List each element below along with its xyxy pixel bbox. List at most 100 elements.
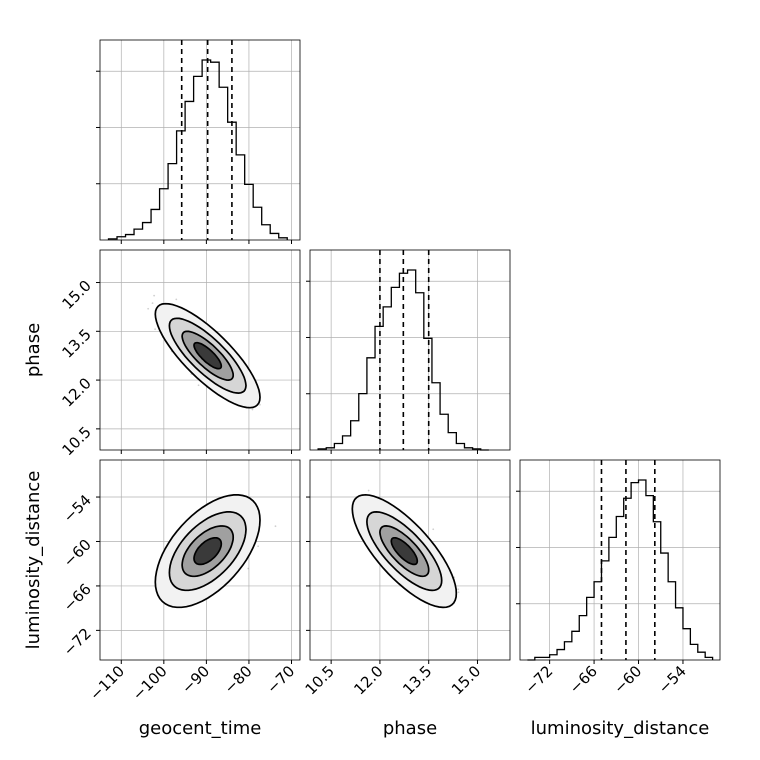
hist-bar xyxy=(270,233,279,240)
hist-bar xyxy=(134,229,143,240)
density-panel-luminosity-distance-vs-phase: 10.5 12.0 13.5 15.0 xyxy=(302,459,511,698)
sample-point xyxy=(153,294,156,297)
density-layer xyxy=(147,294,261,411)
hist-bar xyxy=(631,483,638,660)
panel-frame xyxy=(309,249,511,451)
hist-bar xyxy=(432,383,440,450)
x-tick-label: −110 xyxy=(86,662,128,704)
hist-bar xyxy=(151,209,160,240)
contour-line xyxy=(154,302,261,409)
hist-bar xyxy=(683,629,690,660)
hist-bar xyxy=(168,164,177,240)
y-tick-label: 10.5 xyxy=(58,423,94,459)
hist-bar xyxy=(676,608,683,660)
y-tick-label: −60 xyxy=(60,536,95,571)
contour-line xyxy=(181,525,235,578)
x-tick-label: −54 xyxy=(655,662,690,697)
hist-bar xyxy=(690,644,697,660)
hist-bar xyxy=(594,582,601,660)
hist-bar xyxy=(698,652,705,660)
sample-point xyxy=(251,408,254,411)
hist-bar xyxy=(416,293,424,450)
sample-point xyxy=(197,384,200,387)
hist-bar xyxy=(351,421,359,450)
sample-point xyxy=(274,525,277,528)
x-tick-label: −72 xyxy=(521,662,556,697)
density-layer xyxy=(351,489,460,609)
hist-bar xyxy=(391,287,399,450)
density-fill-core xyxy=(194,537,222,565)
hist-bar xyxy=(646,496,653,660)
hist-bar xyxy=(579,616,586,660)
contour-line xyxy=(168,317,247,394)
contour-line xyxy=(154,494,261,609)
y-tick-label: −66 xyxy=(60,580,95,615)
hist-bar xyxy=(185,101,194,240)
sample-point xyxy=(175,298,178,301)
sample-point xyxy=(154,328,157,331)
hist-bar xyxy=(668,582,675,660)
hist-bar xyxy=(343,436,351,450)
contour-line xyxy=(168,511,247,592)
hist-panel-luminosity-distance: −72 −66 −60 −54 xyxy=(516,459,721,697)
hist-bar xyxy=(367,358,375,450)
hist-step-line xyxy=(107,59,288,240)
panel-frame xyxy=(99,39,301,241)
hist-bar xyxy=(601,561,608,660)
hist-bar xyxy=(456,443,464,450)
y-tick-label: −72 xyxy=(60,624,95,659)
hist-panel-geocent-time xyxy=(96,39,301,244)
hist-bar xyxy=(616,517,623,660)
density-layer xyxy=(154,494,277,609)
hist-bar xyxy=(383,307,391,450)
sample-point xyxy=(151,302,154,305)
contour-line xyxy=(181,330,235,381)
panel-frame xyxy=(99,459,301,661)
sample-point xyxy=(259,403,261,406)
x-tick-label: −100 xyxy=(129,662,171,704)
hist-bar xyxy=(334,443,342,450)
hist-bar xyxy=(253,207,262,240)
hist-bar xyxy=(440,414,448,450)
hist-bar xyxy=(609,537,616,660)
hist-bar xyxy=(236,155,245,240)
y-tick-label: 15.0 xyxy=(58,277,94,313)
x-tick-label: −70 xyxy=(263,662,298,697)
density-panel-luminosity-distance-vs-geocent-time: −110 −100 −90 −80 −70 −72 −66 −60 −54 xyxy=(60,459,301,704)
hist-bar xyxy=(194,76,203,240)
density-panel-phase-vs-geocent-time: 10.5 12.0 13.5 15.0 xyxy=(58,249,301,459)
hist-bar xyxy=(564,642,571,660)
sample-point xyxy=(247,567,250,570)
x-tick-label: −60 xyxy=(610,662,645,697)
sample-point xyxy=(457,588,460,591)
hist-bar xyxy=(587,597,594,660)
x-tick-label: −90 xyxy=(178,662,213,697)
hist-bar xyxy=(359,394,367,450)
hist-bar xyxy=(639,480,646,660)
hist-bar xyxy=(177,131,186,240)
hist-bar xyxy=(448,433,456,450)
hist-bar xyxy=(557,650,564,660)
hist-bar xyxy=(550,655,557,660)
hist-bar xyxy=(408,270,416,450)
hist-panel-phase xyxy=(306,249,511,454)
y-tick-label: 12.0 xyxy=(58,374,94,410)
hist-bar xyxy=(126,235,135,240)
sample-point xyxy=(147,307,150,310)
hist-bar xyxy=(262,225,271,240)
hist-bar xyxy=(143,223,152,240)
hist-step-line xyxy=(527,479,714,661)
hist-bar xyxy=(219,87,228,240)
contour-line xyxy=(193,341,223,370)
hist-bar xyxy=(572,631,579,660)
hist-bar xyxy=(211,62,220,240)
sample-point xyxy=(257,545,260,548)
hist-bar xyxy=(661,553,668,660)
x-tick-label: −80 xyxy=(221,662,256,697)
y-tick-label: 13.5 xyxy=(58,325,94,361)
hist-step-line xyxy=(317,269,489,451)
contour-line xyxy=(193,536,223,566)
hist-bar xyxy=(624,498,631,660)
y-tick-label: −54 xyxy=(60,491,95,526)
